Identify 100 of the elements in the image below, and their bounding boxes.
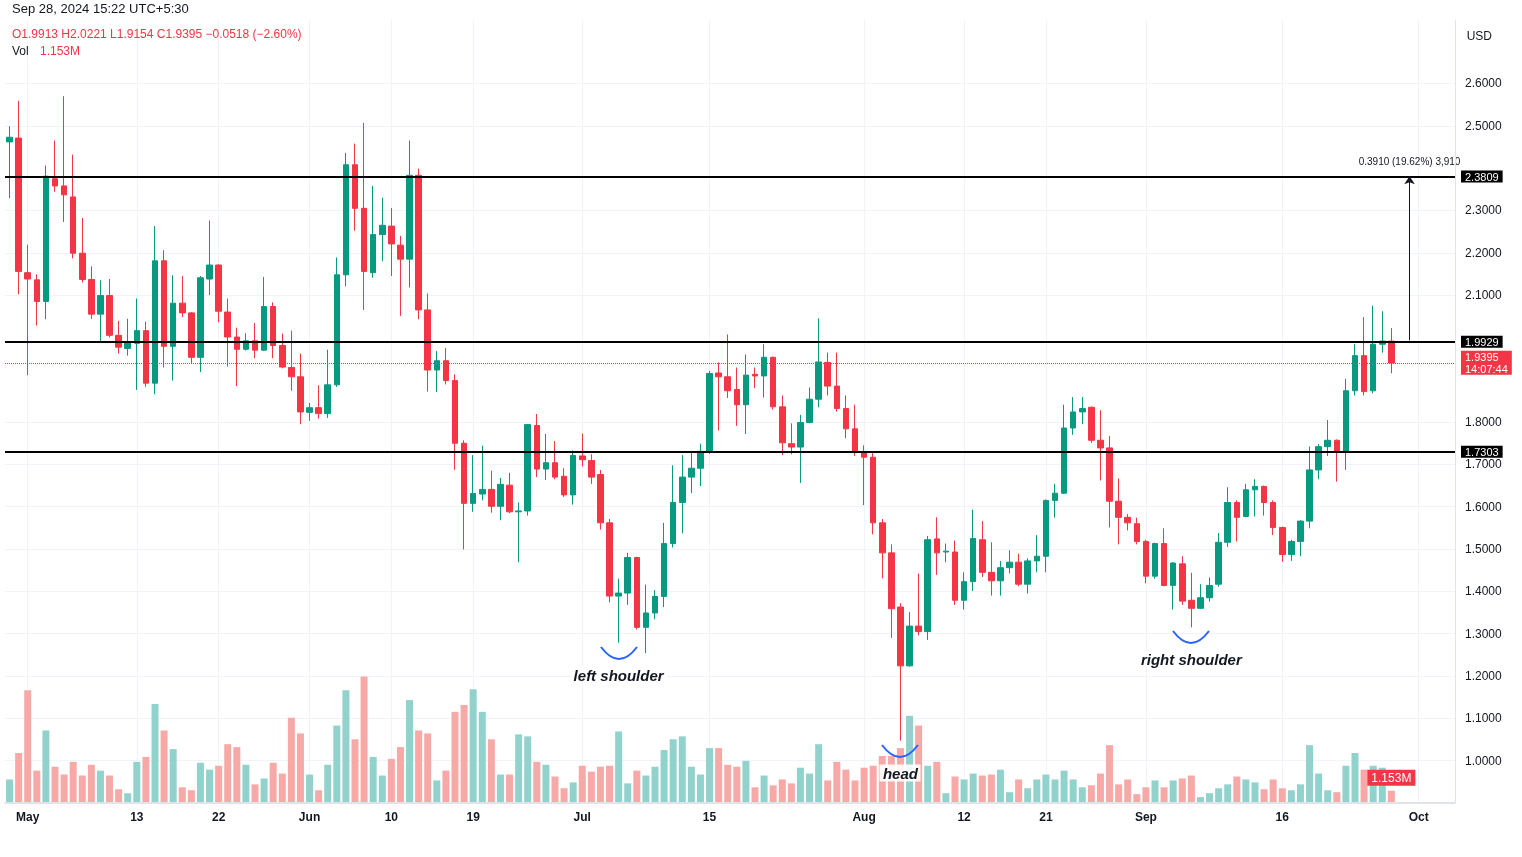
- x-tick-label: Aug: [852, 810, 876, 824]
- bar: [669, 739, 677, 802]
- bar: [1024, 788, 1032, 802]
- bar: [1042, 774, 1050, 802]
- bar: [860, 767, 868, 802]
- bar: [1360, 769, 1368, 802]
- bar: [496, 774, 504, 802]
- bar: [369, 756, 377, 802]
- candlestick: [988, 541, 995, 597]
- candlestick: [343, 152, 349, 287]
- candlestick: [388, 207, 395, 277]
- bar: [596, 766, 604, 802]
- y-tick-label: 1.4000: [1465, 584, 1503, 599]
- bar: [1133, 794, 1141, 802]
- bar: [551, 776, 559, 802]
- bar: [1306, 745, 1314, 802]
- bar: [606, 765, 614, 802]
- candlestick: [515, 502, 522, 563]
- candlestick: [97, 279, 104, 344]
- bar: [796, 767, 804, 802]
- bar: [1224, 784, 1232, 802]
- candlestick: [179, 275, 186, 318]
- candlestick: [579, 433, 586, 468]
- bar: [1342, 765, 1350, 802]
- candlestick: [1061, 404, 1067, 495]
- candlestick: [170, 274, 176, 382]
- x-tick-label: 16: [1275, 810, 1290, 824]
- y-tick-label: 1.0000: [1465, 753, 1503, 768]
- candlestick: [1124, 513, 1131, 531]
- bar: [815, 744, 823, 802]
- candlestick: [1288, 539, 1295, 562]
- bar: [1206, 793, 1214, 802]
- bar: [1124, 779, 1132, 802]
- x-tick-label: May: [16, 810, 40, 824]
- bar: [406, 700, 414, 802]
- candlestick: [43, 165, 49, 320]
- bar: [1033, 779, 1041, 802]
- y-tick-label: 1.8000: [1465, 415, 1503, 430]
- y-tick-label: 1.1000: [1465, 711, 1503, 726]
- data-label: 1.153M: [1371, 770, 1412, 785]
- candlestick: [415, 168, 422, 320]
- candlestick: [88, 265, 95, 320]
- bar: [433, 780, 441, 802]
- candlestick: [679, 454, 686, 534]
- bar: [1142, 787, 1150, 802]
- bar: [824, 780, 832, 802]
- candlestick: [488, 470, 495, 514]
- bar: [60, 774, 68, 802]
- bar: [724, 764, 732, 802]
- bar: [515, 734, 523, 802]
- x-tick-label: 21: [1039, 810, 1053, 824]
- bar: [924, 765, 932, 802]
- candlestick: [1252, 478, 1258, 517]
- bar: [751, 787, 759, 802]
- candlestick: [1024, 557, 1031, 594]
- candlestick: [797, 414, 804, 484]
- candlestick: [1352, 343, 1358, 396]
- candlestick: [197, 275, 204, 373]
- candlestick: [306, 402, 313, 422]
- candlestick: [352, 143, 358, 232]
- bar: [224, 744, 232, 802]
- bar: [333, 725, 341, 802]
- candlestick: [1197, 583, 1204, 610]
- bar: [6, 779, 14, 802]
- bar: [760, 775, 768, 802]
- bar: [469, 689, 477, 802]
- bar: [533, 761, 541, 802]
- bar: [360, 676, 368, 802]
- candlestick: [888, 543, 895, 639]
- bar: [96, 770, 104, 802]
- candlestick: [152, 225, 158, 395]
- bar: [769, 785, 777, 802]
- candlestick: [334, 256, 340, 388]
- bar: [178, 787, 186, 802]
- candlestick: [106, 278, 113, 338]
- candlestick: [970, 509, 976, 592]
- candlestick: [452, 373, 458, 471]
- bar: [196, 762, 204, 802]
- x-tick-label: 15: [702, 810, 717, 824]
- ref-line-label: 2.3809: [1465, 170, 1499, 183]
- bar: [169, 749, 177, 802]
- bar: [1015, 779, 1023, 802]
- bar: [715, 748, 723, 802]
- bar: [578, 765, 586, 802]
- candlestick: [1270, 499, 1276, 536]
- x-tick-label: Jun: [298, 810, 321, 824]
- bar: [351, 739, 359, 802]
- y-tick-label: 1.7000: [1465, 457, 1503, 472]
- candlestick: [806, 386, 813, 424]
- bar: [187, 790, 195, 802]
- candlestick: [606, 518, 613, 603]
- bar: [142, 756, 150, 802]
- candlestick: [206, 220, 213, 296]
- candlestick: [315, 384, 322, 420]
- candlestick: [370, 185, 376, 279]
- bar: [542, 764, 550, 802]
- candlestick: [688, 450, 695, 494]
- bar: [1233, 776, 1241, 802]
- candlestick: [1106, 435, 1113, 528]
- bar: [560, 788, 568, 802]
